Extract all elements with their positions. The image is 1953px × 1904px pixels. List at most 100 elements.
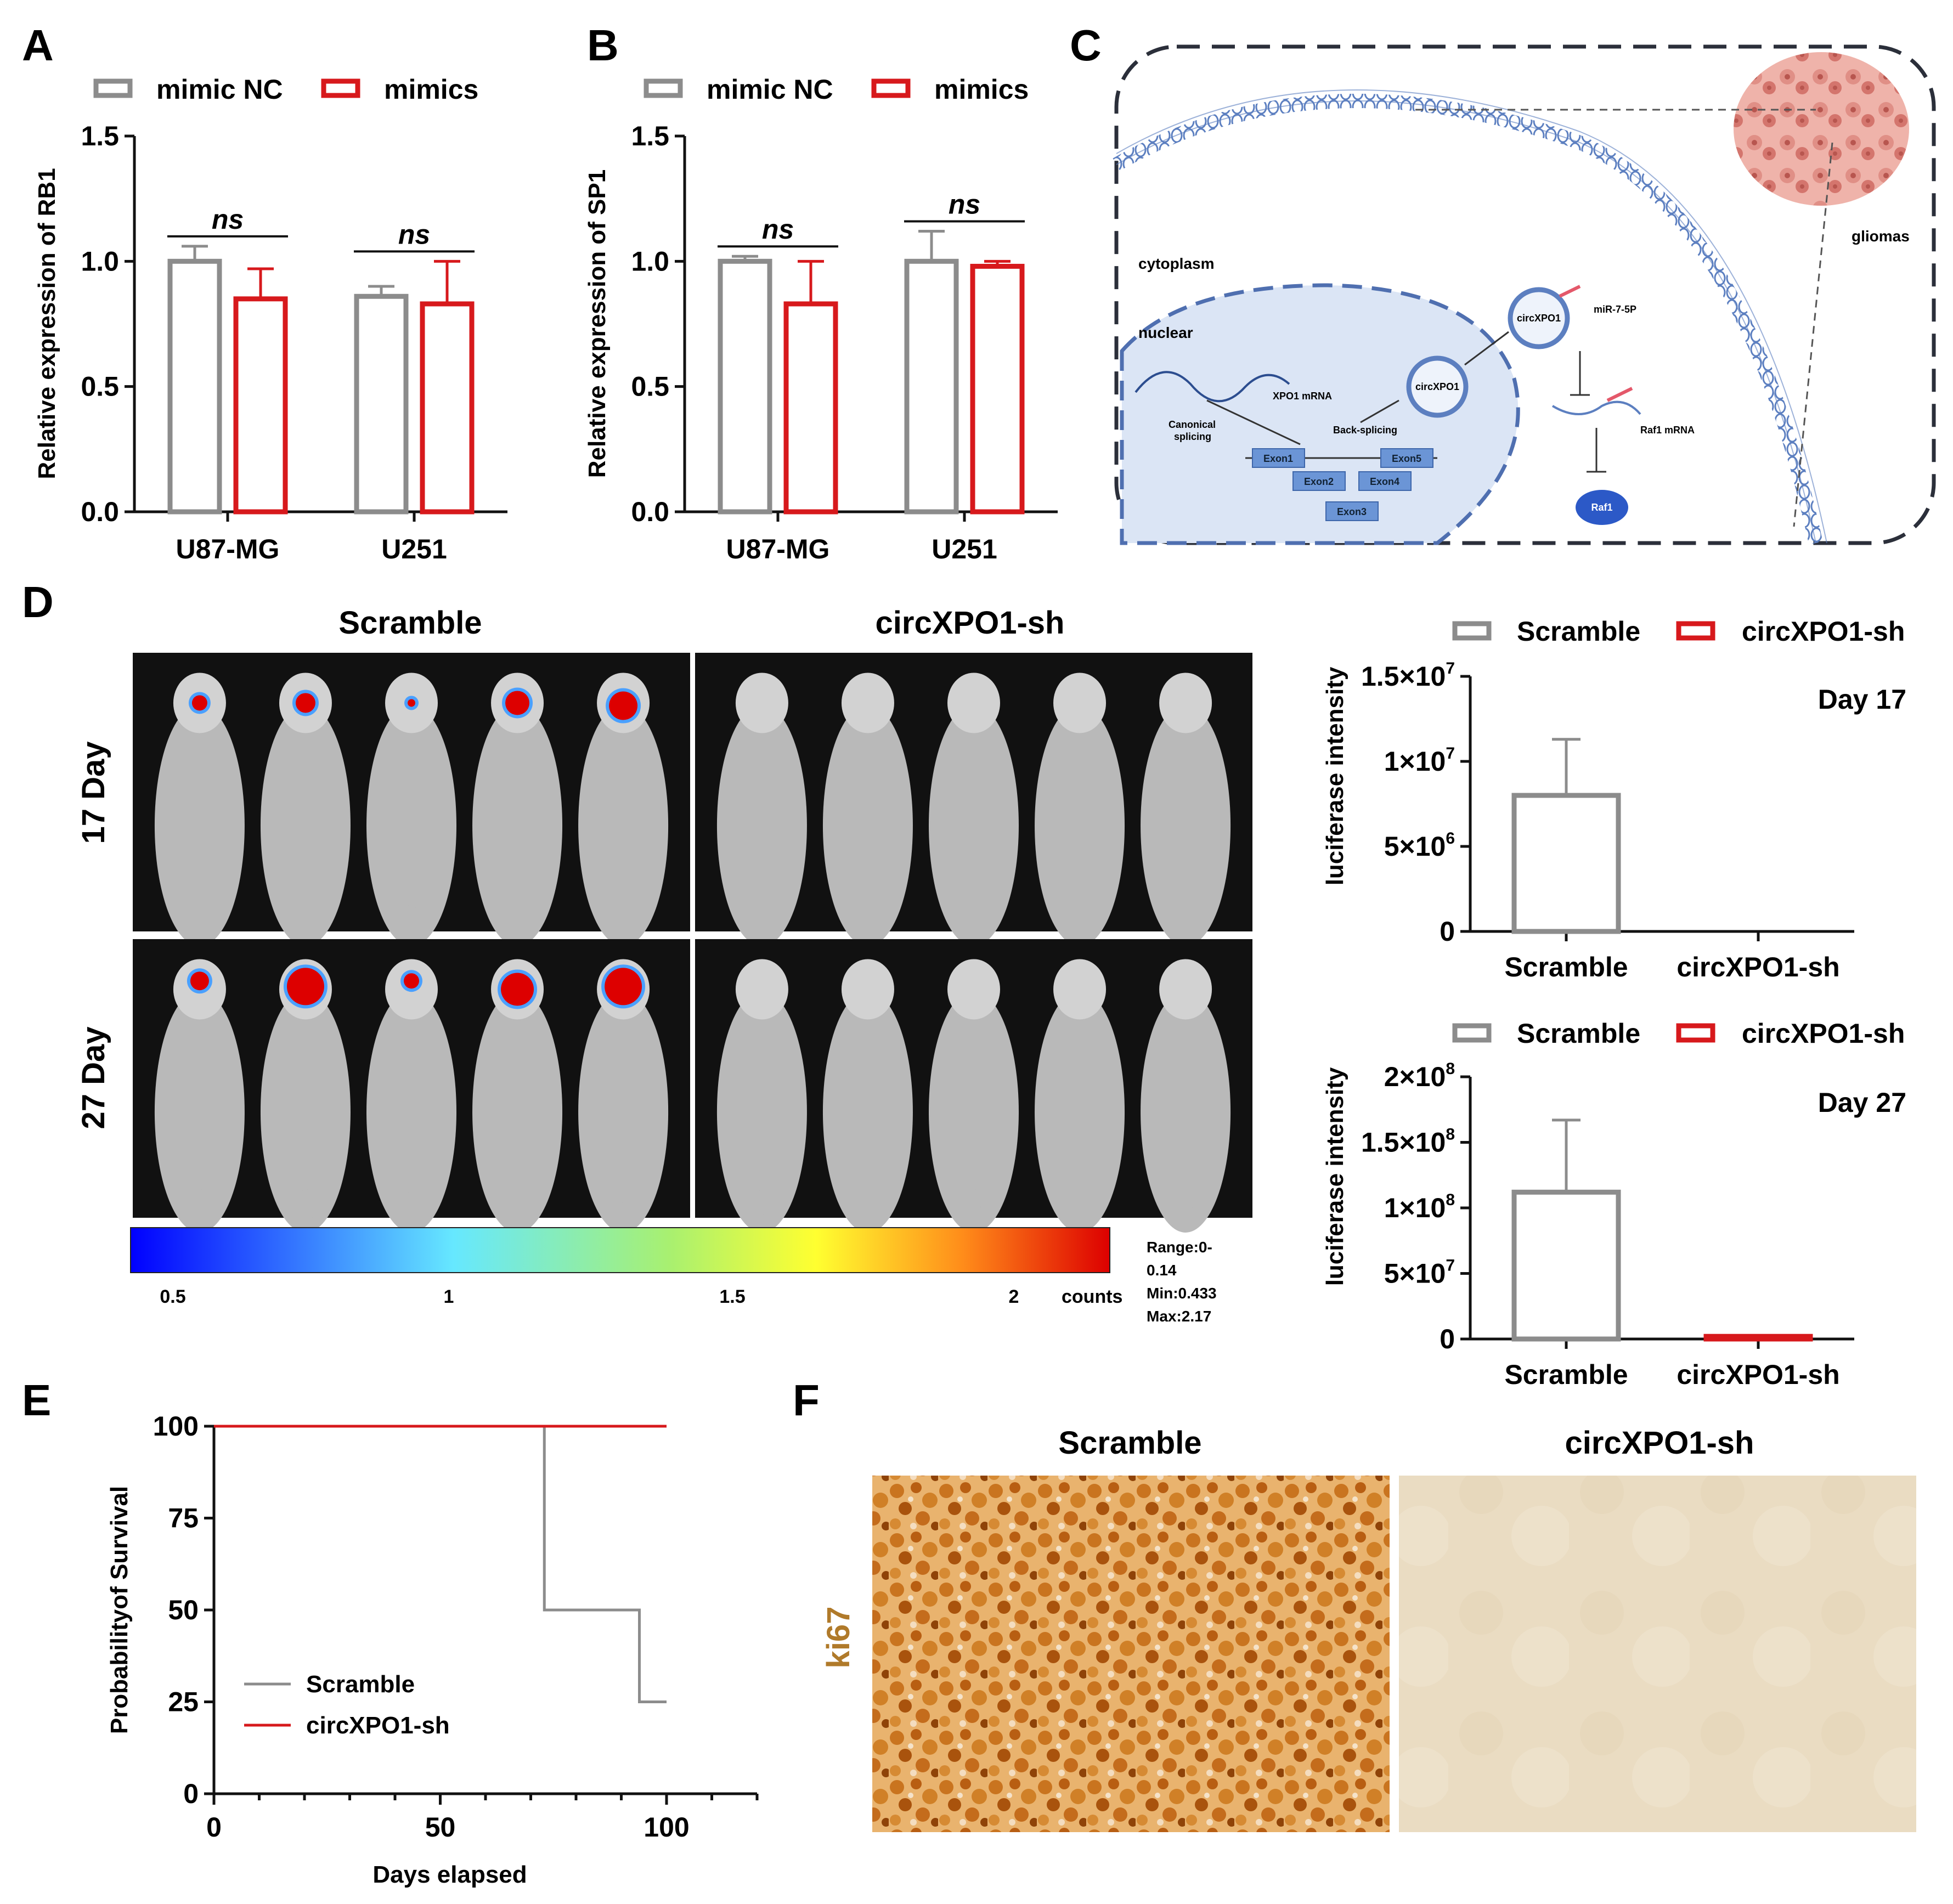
luminescence-spot	[286, 968, 324, 1005]
chart-b: mimic NC mimics Relative expression of S…	[584, 74, 1058, 564]
mouse-body	[1141, 991, 1231, 1233]
mouse-head	[1159, 673, 1212, 733]
legend-swatch-scramble-d27	[1452, 1023, 1492, 1043]
mouse-tail	[302, 903, 314, 933]
mouse-head	[947, 673, 1000, 733]
bar	[354, 293, 409, 515]
mouse-tail	[408, 903, 420, 933]
legend-label-scramble-d27: Scramble	[1517, 1018, 1640, 1049]
mouse-head	[841, 673, 894, 733]
luminescence-spot	[605, 968, 642, 1005]
x-tick-label: U87-MG	[176, 534, 280, 564]
y-tick-label: 1.0	[631, 246, 669, 276]
chart-survival: Probabilityof Survival Days elapsed Scra…	[106, 1411, 759, 1888]
exon3-box	[1325, 501, 1379, 521]
circxpo1-nucleus-label: circXPO1	[1415, 381, 1459, 392]
legend-swatch-mimics	[321, 78, 360, 98]
group-title-circxpo1: circXPO1-sh	[876, 605, 1065, 641]
y-tick-exponent: 8	[1446, 1126, 1455, 1144]
ki67-label: ki67	[821, 1607, 856, 1669]
x-tick-label: U251	[381, 534, 447, 564]
exon5-box	[1380, 448, 1433, 468]
y-tick-label: 1.5×107	[1361, 659, 1455, 692]
legend-label-scramble-e: Scramble	[306, 1671, 415, 1698]
xpo1-mrna-strand	[1134, 371, 1290, 403]
bar	[718, 258, 772, 515]
mouse-images	[133, 653, 1252, 1233]
luminescence-spot	[501, 973, 534, 1006]
y-tick-label: 0.0	[631, 496, 669, 527]
y-axis-label-d27: luciferase intensity	[1322, 1067, 1348, 1286]
y-axis-label-b: Relative expression of SP1	[584, 170, 611, 478]
chart-a: mimic NC mimics Relative expression of R…	[33, 74, 507, 564]
legend-label-circxpo1-e: circXPO1-sh	[306, 1712, 450, 1739]
y-tick-label: 25	[168, 1687, 199, 1717]
bar	[1511, 793, 1621, 934]
significance-label: ns	[398, 219, 430, 250]
exon4-box	[1358, 471, 1412, 491]
y-tick-label: 1.5	[81, 121, 119, 151]
legend-swatch-mimics-b	[871, 78, 911, 98]
mouse-body	[472, 991, 563, 1233]
survival-line	[214, 1425, 667, 1703]
legend-label-circxpo1-d17: circXPO1-sh	[1742, 616, 1905, 647]
mouse-body	[716, 704, 807, 946]
mouse-tail	[1076, 1189, 1088, 1219]
x-tick-label: 100	[644, 1812, 689, 1843]
bars-d17	[1511, 738, 1621, 934]
significance-label: ns	[762, 214, 794, 245]
legend-label-mimics: mimics	[384, 74, 478, 105]
row-label-17-day: 17 Day	[76, 741, 111, 844]
y-tick-label: 1×107	[1384, 744, 1455, 777]
y-tick-label: 100	[153, 1411, 199, 1442]
y-tick-label: 2×108	[1384, 1060, 1455, 1092]
legend-label-mimic-nc-b: mimic NC	[707, 74, 833, 105]
mouse-head	[1159, 959, 1212, 1020]
y-tick-label: 1.0	[81, 246, 119, 276]
scale-tick-1-5: 1.5	[719, 1286, 745, 1307]
back-splicing-label: Back-splicing	[1333, 425, 1397, 436]
chart-day27: Scramble circXPO1-sh luciferase intensit…	[1322, 1018, 1906, 1390]
axes-b: 0.0 0.5 1.0 1.5 U87-MG U251	[631, 121, 1058, 564]
bar	[167, 258, 222, 515]
significance-label: ns	[949, 189, 980, 220]
legend-label-mimics-b: mimics	[934, 74, 1029, 105]
range-line-2: 0.14	[1147, 1262, 1177, 1279]
panel-label-f: F	[793, 1376, 820, 1425]
mouse-head	[841, 959, 894, 1020]
y-axis-label-d17: luciferase intensity	[1322, 666, 1348, 885]
bar	[1703, 1334, 1813, 1342]
mouse-body	[260, 704, 351, 946]
y-tick-label: 5×106	[1384, 829, 1455, 862]
panel-label-e: E	[22, 1376, 51, 1425]
y-axis-label-a: Relative expression of RB1	[33, 168, 60, 479]
cytoplasm-label: cytoplasm	[1138, 255, 1215, 272]
y-tick-label: 1×108	[1384, 1191, 1455, 1223]
y-tick-exponent: 6	[1446, 829, 1455, 848]
mouse-head	[1053, 673, 1107, 733]
nuclear-label: nuclear	[1138, 324, 1193, 341]
mouse-body	[366, 991, 456, 1233]
bar	[420, 301, 475, 515]
color-scale-bar	[130, 1227, 1110, 1273]
raf1-label: Raf1	[1591, 502, 1612, 513]
zoom-line-side	[1793, 142, 1833, 527]
canonical-arrow	[1206, 399, 1301, 445]
circxpo1-cytoplasm-circle	[1508, 287, 1570, 349]
mouse-body	[1035, 704, 1125, 946]
mir-strand	[1559, 285, 1581, 298]
mouse-tail	[620, 903, 632, 933]
raf1-protein	[1576, 490, 1628, 525]
legend-label-circxpo1-d27: circXPO1-sh	[1742, 1018, 1905, 1049]
mouse-tail	[514, 903, 526, 933]
mouse-tail	[196, 1189, 208, 1219]
y-tick-label: 0.5	[81, 371, 119, 402]
luminescence-spot	[190, 971, 209, 991]
y-tick-exponent: 7	[1446, 659, 1455, 677]
legend-label-scramble-d17: Scramble	[1517, 616, 1640, 647]
luminescence-spot	[191, 695, 207, 711]
mouse-body	[1141, 704, 1231, 946]
y-tick-label: 1.5×108	[1361, 1126, 1455, 1158]
mouse-tail	[1076, 903, 1088, 933]
y-tick-label: 5×107	[1384, 1257, 1455, 1289]
